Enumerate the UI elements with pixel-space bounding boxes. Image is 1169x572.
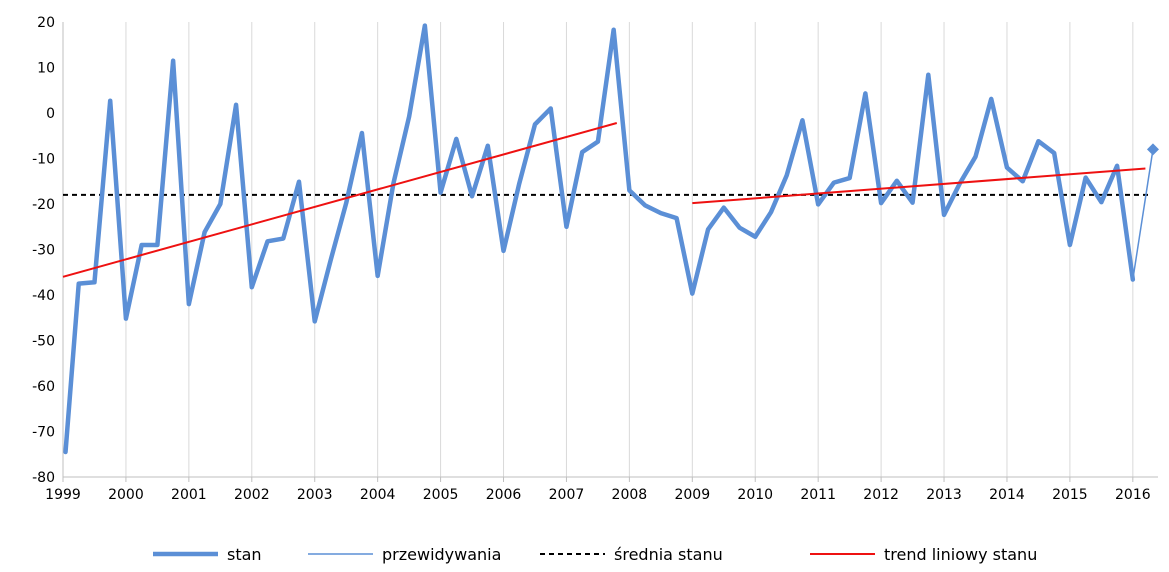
legend-item-trend-liniowy-stanu: trend liniowy stanu [810, 545, 1037, 564]
x-tick-label: 2002 [234, 487, 270, 503]
series-trend-segment-1 [62, 122, 618, 278]
legend-item-srednia-stanu: średnia stanu [540, 545, 723, 564]
axes: 1999 2000 2001 2002 2003 2004 2005 2006 2007 2008… [32, 15, 1158, 503]
series [62, 23, 1159, 455]
x-tick-label: 2015 [1052, 487, 1088, 503]
legend-item-przewidywania: przewidywania [308, 545, 501, 564]
series-trend-segment-2 [692, 167, 1146, 205]
x-tick-label: 2016 [1115, 487, 1151, 503]
x-tick-label: 1999 [45, 487, 81, 503]
y-tick-label: 0 [46, 106, 55, 122]
legend-label: przewidywania [382, 545, 501, 564]
y-tick-label: -30 [32, 243, 55, 259]
x-tick-label: 2006 [486, 487, 522, 503]
x-tick-label: 2008 [612, 487, 648, 503]
y-tick-label: -20 [32, 197, 55, 213]
x-tick-label: 2003 [297, 487, 333, 503]
x-tick-label: 2009 [674, 487, 710, 503]
legend: stan przewidywania średnia stanu trend lini… [153, 545, 1037, 564]
gridlines [125, 22, 1134, 477]
legend-item-stan: stan [153, 545, 262, 564]
y-tick-label: -50 [32, 334, 55, 350]
series-stan [63, 23, 1136, 455]
y-tick-label: 10 [37, 61, 55, 77]
y-tick-label: -80 [32, 470, 55, 486]
y-tick-label: -10 [32, 152, 55, 168]
y-tick-label: -60 [32, 379, 55, 395]
przewidywania-marker [1146, 143, 1159, 156]
x-tick-label: 2005 [423, 487, 459, 503]
legend-label: średnia stanu [614, 545, 723, 564]
x-tick-label: 2011 [800, 487, 836, 503]
x-tick-label: 2010 [737, 487, 773, 503]
x-tick-label: 2001 [171, 487, 207, 503]
x-tick-label: 2007 [549, 487, 585, 503]
y-tick-label: -40 [32, 288, 55, 304]
legend-label: trend liniowy stanu [884, 545, 1037, 564]
legend-label: stan [227, 545, 262, 564]
x-tick-label: 2014 [989, 487, 1025, 503]
x-tick-label: 2004 [360, 487, 396, 503]
y-tick-label: 20 [37, 15, 55, 31]
x-tick-label: 2013 [926, 487, 962, 503]
x-tick-label: 2000 [108, 487, 144, 503]
series-przewidywania [1132, 149, 1154, 280]
y-tick-label: -70 [32, 425, 55, 441]
x-tick-label: 2012 [863, 487, 899, 503]
